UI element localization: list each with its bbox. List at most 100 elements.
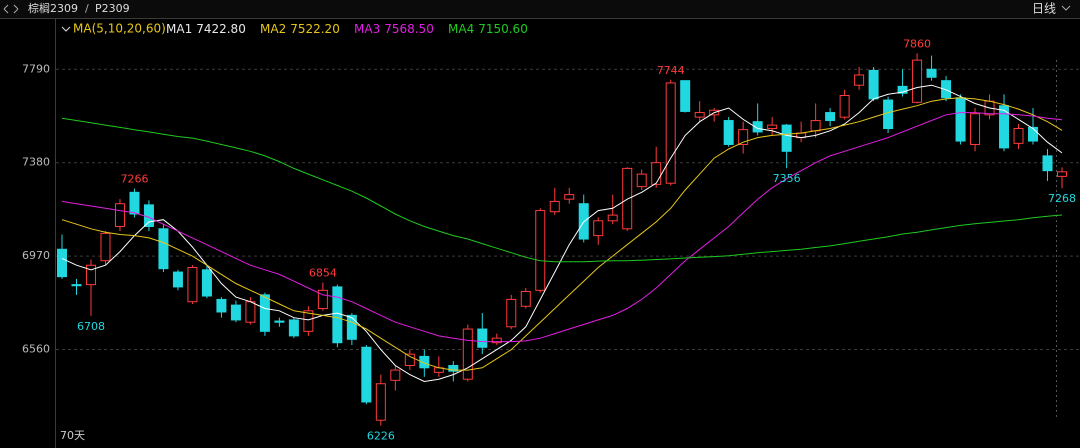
candle-body [535,210,546,291]
candle-body [57,248,67,278]
candle-body [71,284,82,287]
candle-body [1028,126,1039,142]
legend-toggle[interactable] [61,26,71,32]
ma-line [61,97,1063,371]
extreme-label: 6854 [309,267,337,280]
legend-title: MA(5,10,20,60) [73,22,166,36]
candle-body [738,129,749,145]
candle-body [375,383,386,421]
candle-body [303,310,314,332]
candle-body [926,68,937,78]
nav-icon[interactable] [3,4,19,14]
candle-body [506,298,517,328]
candle-body [897,85,908,94]
candle-body [520,290,531,307]
candle-body [129,191,140,215]
candle-body [999,105,1010,149]
candle-body [1057,171,1067,177]
candle-body [941,80,952,99]
candle-body [564,194,575,200]
candle-body [868,69,879,100]
footer: 70天 [60,429,85,442]
candle-body [781,124,792,152]
y-tick-label: 7790 [22,62,50,75]
candle-body [1042,155,1053,172]
period-dropdown[interactable] [1061,5,1071,11]
symbol: 棕榈2309 [28,1,78,15]
y-tick-label: 6970 [22,249,50,262]
top-bar [0,0,1080,18]
candle-body [448,365,459,372]
candle-body [1013,128,1024,144]
candle-body [100,232,111,262]
candle-body [114,203,125,228]
ma-line [61,84,1063,383]
candle-body [172,271,183,288]
candle-body [361,346,372,403]
candle-body [404,353,415,367]
code: P2309 [95,2,130,15]
candle-body [346,314,357,340]
extreme-label: 7744 [657,64,685,77]
candle-body [143,204,154,228]
candle-body [245,301,256,323]
candle-body [158,228,169,270]
extreme-label: 6708 [77,320,105,333]
candle-body [767,124,778,130]
candle-body [955,97,966,142]
candle-body [419,355,430,369]
candle-body [274,320,285,323]
candle-body [216,298,227,313]
ma-line [61,117,1063,263]
legend-value: 7422.80 [196,22,246,36]
candle-body [607,214,618,222]
y-tick-label: 6560 [22,343,50,356]
legend-value: 7522.20 [290,22,340,36]
candle-body [230,304,241,321]
candle-body [723,120,734,145]
separator: / [85,2,89,15]
candle-body [912,59,923,103]
candle-body [259,294,270,332]
candle-body [839,94,850,118]
legend-entry: MA1 7422.80 [166,22,246,36]
legend-name: MA4 [448,22,474,36]
y-tick-label: 7380 [22,156,50,169]
candle-body [187,267,198,303]
legend-name: MA2 [260,22,286,36]
legend-name: MA1 [166,22,192,36]
candle-body [810,120,821,132]
candle-body [970,113,981,145]
legend-entry: MA3 7568.50 [354,22,434,36]
candle-body [825,112,836,122]
candle-body [651,162,662,185]
legend-name: MA3 [354,22,380,36]
candle-body [752,121,763,133]
extreme-label: 7266 [120,173,148,186]
candle-body [883,99,894,130]
extreme-label: 6226 [367,430,395,443]
candle-body [622,167,633,230]
candle-body [332,286,343,344]
candle-body [636,173,647,188]
candle-body [477,328,488,348]
candle-body [288,319,299,337]
candle-body [491,337,502,344]
candle-body [593,220,604,237]
legend-entry: MA2 7522.20 [260,22,340,36]
candle-body [680,80,691,112]
period[interactable]: 日线 [1032,2,1056,16]
candle-body [317,289,328,310]
ma-line [61,112,1063,343]
candle-body [85,264,96,286]
legend-value: 7150.60 [478,22,528,36]
extreme-label: 7356 [773,172,801,185]
legend-value: 7568.50 [384,22,434,36]
candle-body [694,112,705,118]
candle-body [854,74,865,86]
candle-body [390,369,401,381]
candle-body [549,200,560,213]
candle-body [462,328,473,380]
